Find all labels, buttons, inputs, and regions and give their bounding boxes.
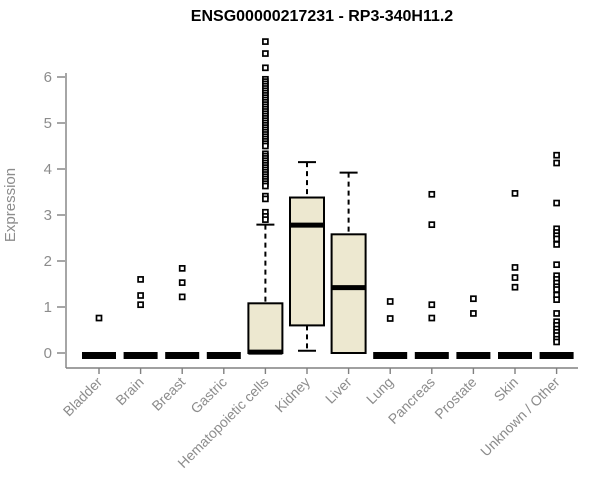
outlier-point	[553, 338, 560, 346]
boxplot-bladder	[82, 314, 116, 359]
outlier-point	[553, 235, 560, 243]
outlier-point	[137, 301, 144, 309]
outlier-point	[511, 274, 519, 281]
chart-title: ENSG00000217231 - RP3-340H11.2	[191, 8, 454, 25]
outlier-point	[428, 301, 436, 309]
outlier-point	[95, 314, 103, 322]
outlier-point	[553, 296, 560, 303]
outlier-point	[178, 279, 186, 286]
outlier-point	[553, 241, 560, 248]
y-tick-label: 1	[44, 299, 52, 316]
boxplot-lung	[373, 298, 408, 359]
outlier-point	[386, 315, 394, 322]
category-label: Bladder	[60, 374, 106, 420]
category-label: Unknown / Other	[477, 374, 563, 460]
zero-bar	[539, 352, 574, 359]
outlier-point	[262, 64, 269, 72]
outlier-point	[428, 190, 436, 198]
boxplot-breast	[165, 265, 200, 359]
outlier-point	[553, 286, 560, 293]
outlier-point	[511, 283, 519, 291]
outlier-point	[262, 38, 269, 45]
category-label: Brain	[112, 374, 146, 408]
outlier-point	[511, 190, 519, 197]
outlier-point	[262, 142, 269, 150]
outlier-point	[137, 292, 144, 299]
iqr-box	[247, 302, 284, 355]
outlier-point	[262, 50, 269, 57]
outlier-point	[553, 310, 560, 317]
boxplot-gastric	[206, 352, 241, 359]
outlier-point	[470, 310, 477, 317]
outlier-point	[137, 276, 144, 283]
boxplot-liver	[330, 171, 367, 355]
plot-area: 0 1 2 3 4 5 6 Bladder Brain BreastGastricHematopo…	[44, 38, 578, 471]
y-tick-label: 6	[44, 69, 52, 86]
outlier-point	[262, 195, 269, 203]
zero-bar	[165, 352, 200, 359]
boxplot-hematopoietic-cells	[247, 38, 284, 355]
boxplot-unknown-other	[539, 151, 574, 359]
zero-bar	[498, 352, 532, 359]
y-axis-label: Expression	[2, 168, 19, 242]
outlier-point	[428, 221, 436, 229]
category-label: Liver	[322, 374, 355, 407]
zero-bar	[456, 352, 491, 359]
outlier-point	[553, 151, 560, 159]
zero-bar	[373, 352, 408, 359]
zero-bar	[206, 352, 241, 359]
outlier-point	[470, 295, 477, 303]
zero-bar	[123, 352, 158, 359]
zero-bar	[82, 352, 116, 359]
outlier-point	[178, 293, 186, 301]
category-label: Kidney	[272, 374, 314, 416]
outlier-point	[553, 199, 560, 207]
boxplot-prostate	[456, 295, 491, 359]
y-tick-label: 0	[44, 345, 52, 362]
outlier-point	[178, 265, 186, 272]
y-tick-label: 2	[44, 253, 52, 270]
boxplot-skin	[498, 190, 532, 359]
outlier-point	[262, 182, 269, 190]
outlier-point	[386, 298, 394, 305]
category-label: Prostate	[431, 374, 479, 422]
y-axis: 0 1 2 3 4 5 6	[44, 69, 67, 368]
outlier-point	[428, 314, 436, 322]
boxplot-brain	[123, 276, 158, 359]
y-tick-label: 4	[44, 161, 52, 178]
outlier-point	[262, 216, 269, 223]
category-label: Lung	[363, 374, 396, 407]
category-label: Breast	[148, 374, 188, 414]
iqr-box	[289, 196, 325, 327]
iqr-box	[330, 233, 367, 355]
boxplot-kidney	[289, 161, 325, 352]
outlier-point	[553, 159, 560, 167]
boxplot-pancreas	[414, 190, 449, 359]
outlier-point	[553, 261, 560, 269]
outlier-point	[511, 264, 519, 271]
y-tick-label: 3	[44, 207, 52, 224]
zero-bar	[414, 352, 449, 359]
category-label: Skin	[491, 374, 522, 405]
y-tick-label: 5	[44, 115, 52, 132]
